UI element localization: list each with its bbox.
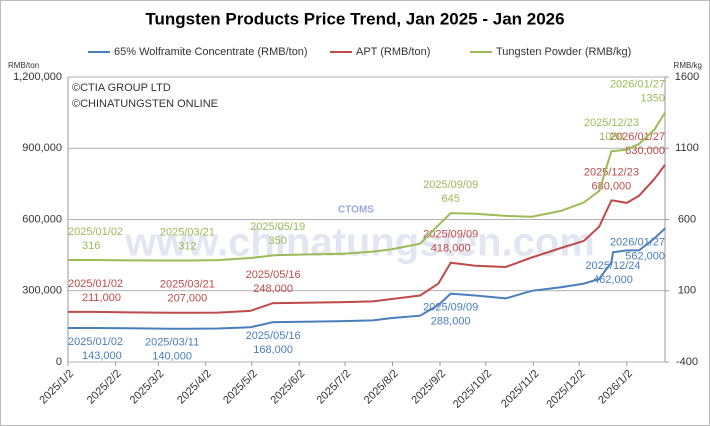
annotation-value: 350 <box>269 235 287 247</box>
annotation-date: 2025/09/09 <box>423 229 478 241</box>
y-tick-label: 0 <box>56 356 62 368</box>
annotation-value: 680,000 <box>592 180 632 192</box>
annotation-value: 645 <box>442 193 460 205</box>
y2-tick-label: 1100 <box>675 142 699 154</box>
annotation-value: 562,000 <box>625 250 665 262</box>
y2-tick-label: 100 <box>678 285 696 297</box>
annotation-date: 2026/01/27 <box>610 79 665 91</box>
chart-title: Tungsten Products Price Trend, Jan 2025 … <box>145 9 564 28</box>
y-tick-label: 1,200,000 <box>13 71 62 83</box>
annotation-date: 2025/05/16 <box>246 330 301 342</box>
legend-label: APT (RMB/ton) <box>356 46 430 58</box>
annotation-value: 211,000 <box>82 292 121 304</box>
annotation-value: 207,000 <box>168 293 208 305</box>
annotation-date: 2025/01/02 <box>68 226 123 238</box>
copyright: ©CTIA GROUP LTD <box>72 82 171 94</box>
annotation-value: 1080 <box>599 131 623 143</box>
annotation-date: 2025/03/11 <box>145 337 199 349</box>
y-tick-label: 600,000 <box>22 213 62 225</box>
y-unit: RMB/ton <box>8 61 39 70</box>
series-line <box>68 164 666 314</box>
annotation-date: 2025/12/24 <box>585 260 640 272</box>
annotation-value: 168,000 <box>253 344 293 356</box>
legend-label: Tungsten Powder (RMB/kg) <box>496 46 631 58</box>
annotation-date: 2025/03/21 <box>160 279 215 291</box>
y-tick-label: 900,000 <box>22 142 62 154</box>
annotation-date: 2025/09/09 <box>423 302 478 314</box>
legend-label: 65% Wolframite Concentrate (RMB/ton) <box>114 46 308 58</box>
annotation-value: 1350 <box>641 93 665 105</box>
annotation-value: 462,000 <box>593 274 633 286</box>
annotation-date: 2025/12/23 <box>584 166 639 178</box>
annotation-date: 2025/05/16 <box>246 269 301 281</box>
y2-tick-label: 600 <box>678 213 696 225</box>
watermark-logo: CTOMS <box>338 205 374 216</box>
y2-tick-label: 1600 <box>675 71 699 83</box>
annotation-date: 2026/01/27 <box>610 236 665 248</box>
annotation-value: 248,000 <box>253 283 293 295</box>
annotation-date: 2025/01/02 <box>68 336 123 348</box>
annotation-value: 288,000 <box>431 316 471 328</box>
annotation-value: 312 <box>178 240 196 252</box>
annotation-value: 418,000 <box>431 243 471 255</box>
series-line <box>68 112 666 262</box>
y-tick-label: 300,000 <box>22 285 62 297</box>
series-line <box>68 227 666 330</box>
y2-unit: RMB/kg <box>674 61 702 70</box>
y2-tick-label: -400 <box>676 356 698 368</box>
annotation-value: 316 <box>82 240 100 252</box>
annotation-date: 2025/09/09 <box>423 179 478 191</box>
annotation-date: 2025/12/23 <box>584 117 639 129</box>
annotation-date: 2025/01/02 <box>68 278 123 290</box>
watermark: www.chinatungsten.com <box>124 221 595 265</box>
copyright: ©CHINATUNGSTEN ONLINE <box>72 98 218 110</box>
annotation-date: 2025/03/21 <box>160 226 215 238</box>
annotation-value: 143,000 <box>82 350 122 362</box>
annotation-value: 140,000 <box>152 351 192 363</box>
annotation-date: 2025/05/19 <box>250 221 305 233</box>
annotation-value: 830,000 <box>625 145 665 157</box>
